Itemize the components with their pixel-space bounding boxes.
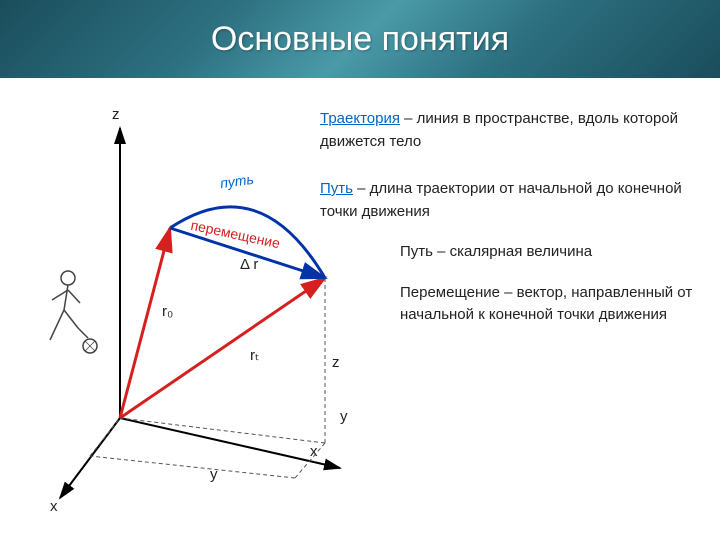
label-x: x (50, 498, 58, 515)
label-z: z (112, 106, 120, 123)
label-z-coord: z (332, 354, 340, 371)
content: Траектория – линия в пространстве, вдоль… (0, 78, 720, 540)
header: Основные понятия (0, 0, 720, 78)
label-x-coord: x (310, 443, 318, 460)
label-r0: r₀ (162, 303, 173, 320)
label-y-coord: y (340, 408, 348, 425)
page-title: Основные понятия (211, 20, 509, 59)
label-y-front: y (210, 466, 218, 483)
label-delta-r: Δ r (240, 256, 258, 273)
coord-system (30, 98, 390, 518)
label-rt: rₜ (250, 346, 259, 364)
diagram: z x y z y x путь перемещение Δ r r₀ rₜ (30, 98, 390, 498)
